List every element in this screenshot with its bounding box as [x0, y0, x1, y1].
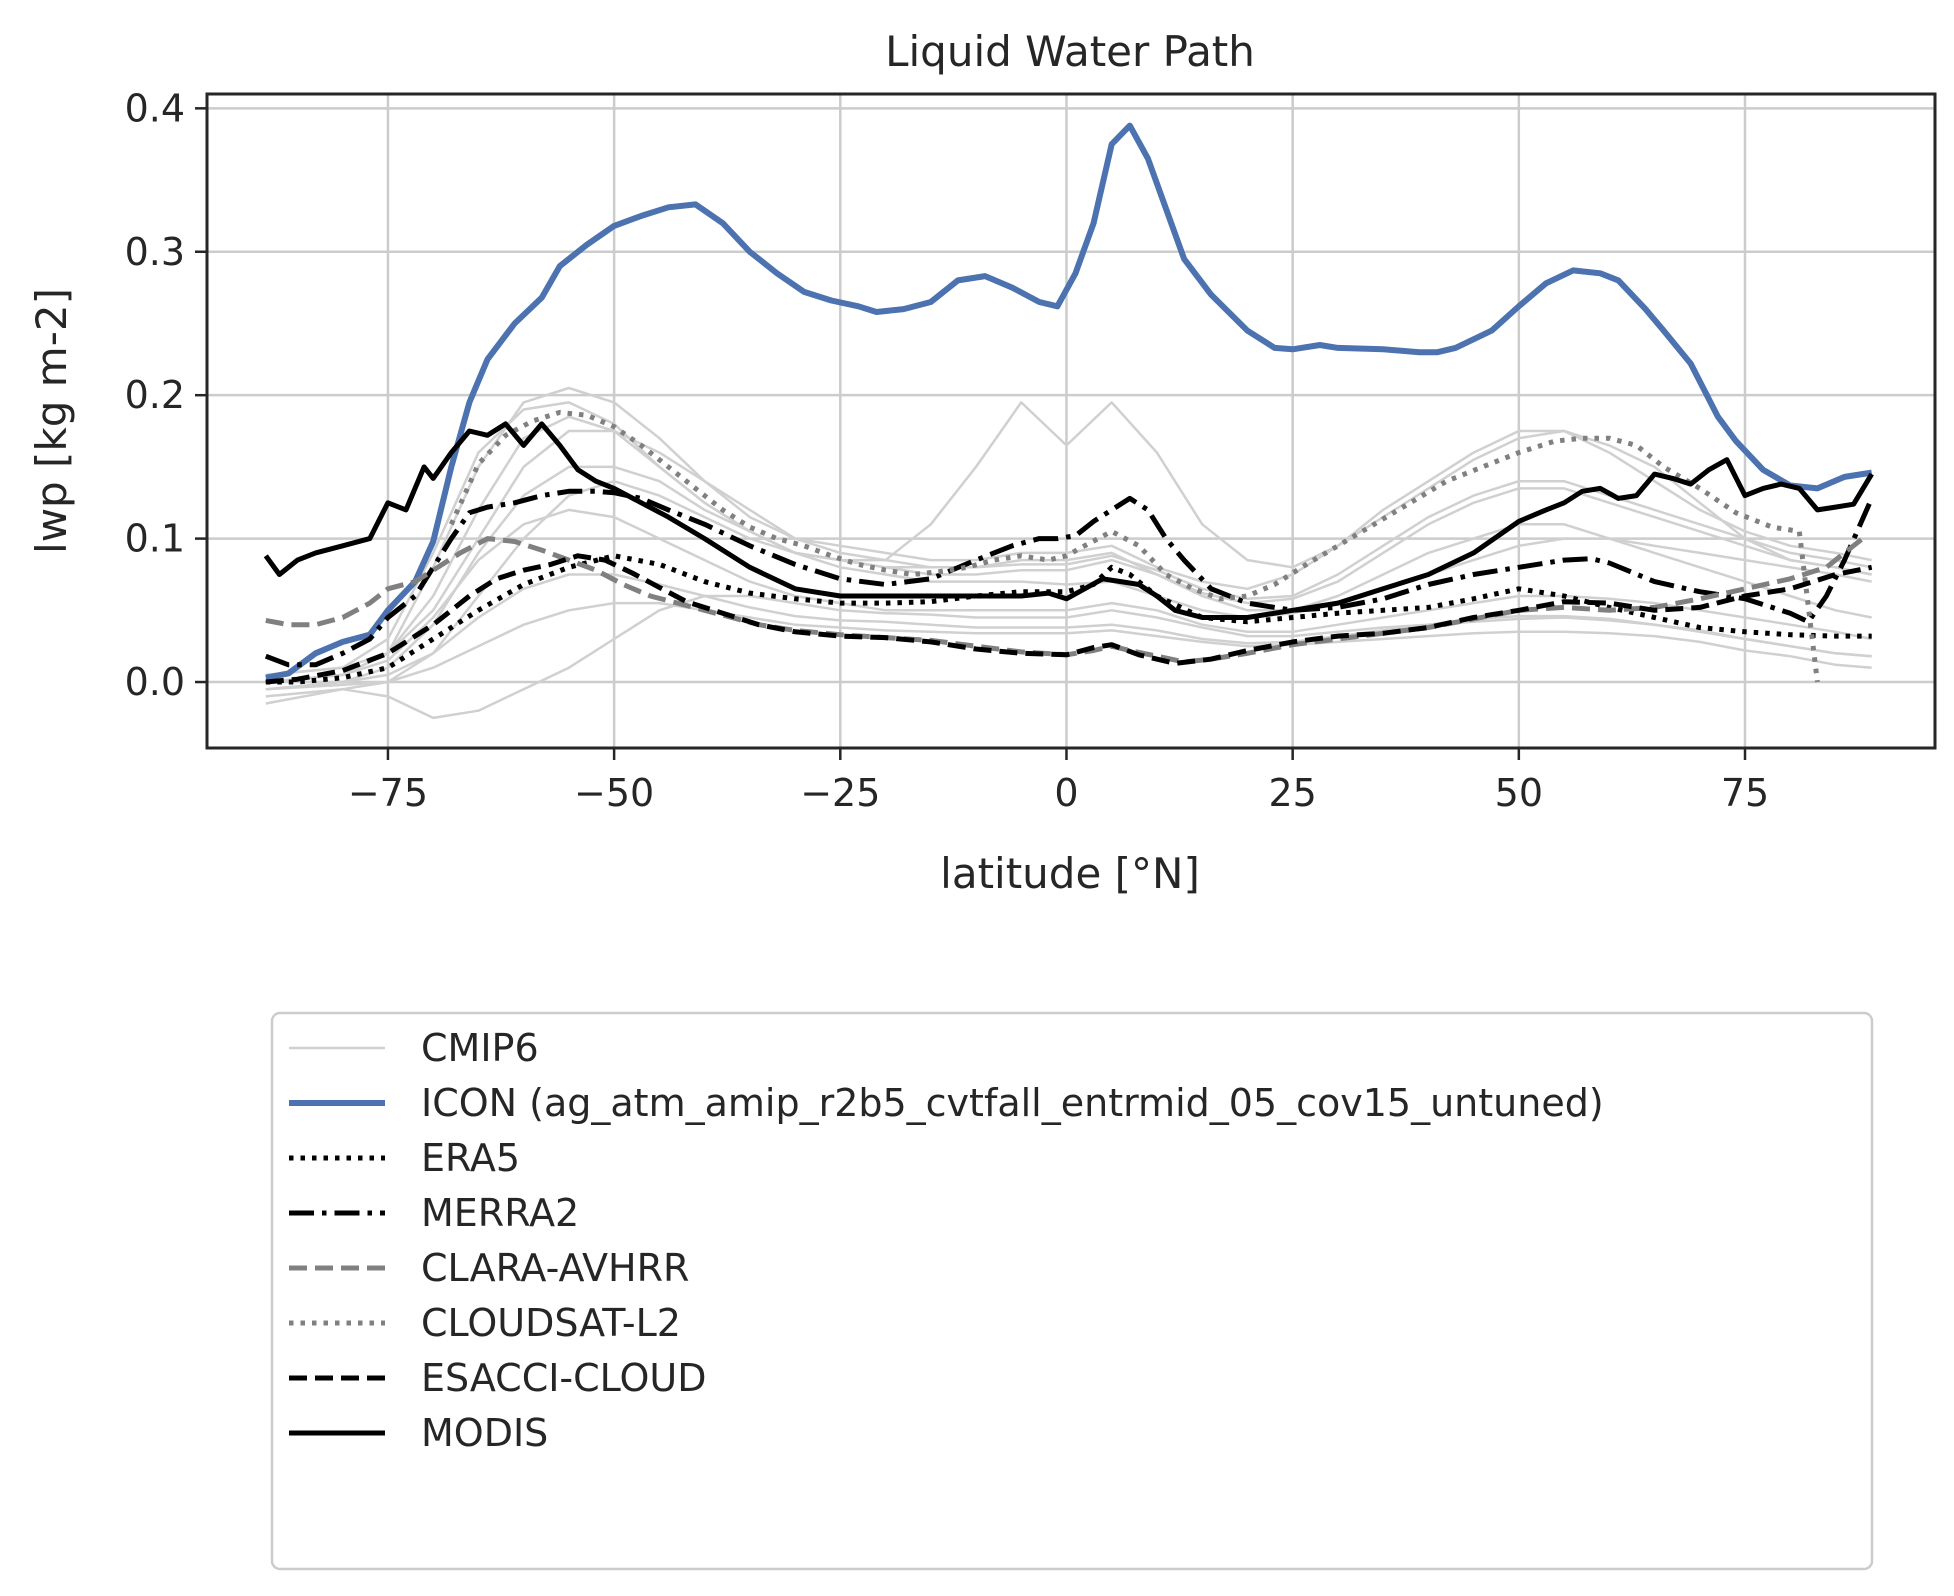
y-axis-label: lwp [kg m-2]: [27, 288, 76, 554]
cmip6-series-line: [265, 465, 1872, 684]
legend-label: ESACCI-CLOUD: [421, 1356, 706, 1400]
y-ticks: 0.0 0.1 0.2 0.3 0.4: [125, 86, 207, 704]
cmip6-series-line: [265, 508, 1872, 684]
x-axis-label: latitude [°N]: [940, 849, 1200, 898]
clara-avhrr-series-line: [265, 536, 1865, 665]
x-tick-label: 25: [1268, 771, 1316, 815]
cloudsat-l2-series-line: [449, 409, 1820, 683]
plot-frame: [205, 92, 1937, 750]
x-ticks: −75 −50 −25 0 25 50 75: [348, 748, 1769, 815]
cmip6-series-line: [265, 401, 1872, 677]
y-tick-label: 0.3: [125, 230, 185, 274]
x-tick-label: −25: [800, 771, 880, 815]
x-tick-label: −50: [574, 771, 654, 815]
x-tick-label: 50: [1495, 771, 1543, 815]
cmip6-series-group: [265, 386, 1872, 720]
merra2-series-line: [264, 488, 1874, 668]
legend-label: ICON (ag_atm_amip_r2b5_cvtfall_entrmid_0…: [421, 1081, 1604, 1125]
cmip6-series-line: [265, 573, 1872, 691]
legend-box: [270, 1011, 1874, 1571]
x-tick-label: 75: [1721, 771, 1769, 815]
legend: CMIP6 ICON (ag_atm_amip_r2b5_cvtfall_entr…: [270, 1011, 1874, 1571]
legend-label: MERRA2: [421, 1191, 579, 1235]
legend-label: CMIP6: [421, 1026, 539, 1070]
chart-title: Liquid Water Path: [885, 27, 1255, 76]
legend-label: CLOUDSAT-L2: [421, 1301, 681, 1345]
cmip6-series-line: [265, 386, 1872, 684]
cmip6-series-line: [265, 479, 1872, 705]
cmip6-series-line: [265, 415, 1872, 684]
y-tick-label: 0.2: [125, 373, 185, 417]
x-tick-label: 0: [1054, 771, 1078, 815]
legend-label: ERA5: [421, 1136, 520, 1180]
esacci-cloud-series-line: [265, 553, 1873, 685]
modis-series-line: [263, 421, 1874, 620]
legend-label: CLARA-AVHRR: [421, 1246, 689, 1290]
y-tick-label: 0.0: [125, 660, 185, 704]
y-tick-label: 0.1: [125, 517, 185, 561]
icon-series-line: [265, 122, 1873, 681]
cmip6-series-line: [265, 601, 1872, 691]
legend-label: MODIS: [421, 1411, 548, 1455]
series-group: [263, 122, 1874, 685]
grid: [207, 94, 1935, 748]
x-tick-label: −75: [348, 771, 428, 815]
y-tick-label: 0.4: [125, 86, 185, 130]
